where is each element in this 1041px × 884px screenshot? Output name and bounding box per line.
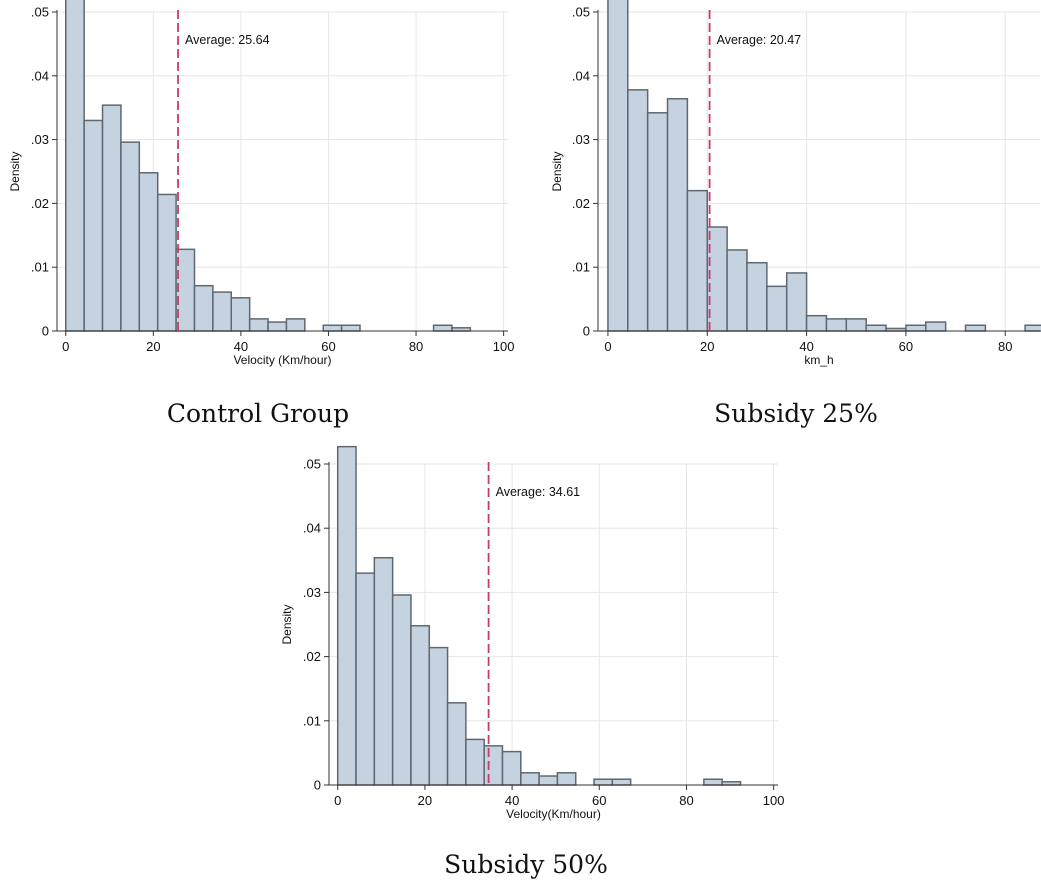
x-tick-label: 40 <box>234 339 248 354</box>
histogram-bar <box>156 193 177 332</box>
x-tick-label: 100 <box>493 339 515 354</box>
histogram-bar <box>825 318 848 332</box>
histogram-bar <box>538 775 559 786</box>
y-tick-label: .04 <box>572 68 590 83</box>
histogram-bar <box>611 778 632 786</box>
histogram-bar <box>193 284 214 332</box>
x-tick-label: 60 <box>321 339 335 354</box>
histogram-bar <box>607 0 629 332</box>
caption-subsidy-50: Subsidy 50% <box>444 850 608 879</box>
x-tick-label: 0 <box>604 339 611 354</box>
x-tick-label: 60 <box>899 339 913 354</box>
y-tick-label: .03 <box>303 585 321 600</box>
histogram-bar <box>1024 324 1041 332</box>
caption-control-group: Control Group <box>167 399 349 428</box>
histogram-bar <box>373 556 394 786</box>
y-tick-label: .03 <box>572 132 590 147</box>
y-tick-label: .02 <box>572 196 590 211</box>
histogram-bar <box>355 572 376 786</box>
histogram-panel-subsidy-25: 0 .01 .02 .03 .04 .05 0 20 40 60 80 km_h Density Aver… <box>550 0 1041 367</box>
histogram-bar <box>446 702 467 786</box>
histogram-bar <box>766 285 788 332</box>
y-axis-label: Density <box>280 604 294 644</box>
y-tick-label: .01 <box>31 260 49 275</box>
y-axis-label: Density <box>550 151 564 191</box>
histogram-bar <box>501 750 522 786</box>
y-axis-label: Density <box>8 151 22 191</box>
x-axis-label: Velocity(Km/hour) <box>506 807 601 821</box>
histogram-bar <box>248 318 269 332</box>
histogram-bar <box>964 324 987 332</box>
histogram-bar <box>65 0 85 332</box>
x-tick-label: 80 <box>409 339 423 354</box>
histogram-bar <box>230 297 251 332</box>
x-tick-label: 20 <box>146 339 160 354</box>
x-tick-label: 80 <box>679 793 693 808</box>
histogram-bar <box>845 318 867 332</box>
histogram-bar <box>432 324 453 332</box>
histogram-bar <box>83 119 104 332</box>
histogram-bar <box>805 314 828 332</box>
histogram-bar <box>726 249 748 332</box>
histogram-bar <box>865 324 887 332</box>
histogram-bar <box>101 104 122 332</box>
histogram-bar <box>120 141 141 332</box>
y-tick-label: 0 <box>314 778 321 793</box>
x-tick-label: 20 <box>418 793 432 808</box>
y-tick-label: .01 <box>303 713 321 728</box>
x-axis-label: km_h <box>804 353 833 367</box>
histogram-bar <box>212 291 233 332</box>
histogram-bar <box>465 738 485 786</box>
x-tick-label: 0 <box>62 339 69 354</box>
x-tick-label: 0 <box>334 793 341 808</box>
y-tick-label: .04 <box>303 521 321 536</box>
histogram-bar <box>520 772 540 786</box>
y-tick-label: .05 <box>572 5 590 20</box>
y-tick-label: .05 <box>31 5 49 20</box>
x-tick-label: 40 <box>505 793 519 808</box>
histogram-bar <box>627 89 649 332</box>
x-tick-label: 100 <box>763 793 785 808</box>
histogram-bar <box>138 172 159 332</box>
y-tick-label: .04 <box>31 68 49 83</box>
x-axis-label: Velocity (Km/hour) <box>233 353 331 367</box>
average-label: Average: 20.47 <box>717 33 802 47</box>
histogram-bar <box>646 112 669 332</box>
histogram-bar <box>666 98 689 332</box>
average-label: Average: 34.61 <box>496 485 581 499</box>
histogram-bar <box>703 778 723 786</box>
histogram-bar <box>785 272 808 332</box>
histogram-bar <box>267 321 288 332</box>
histogram-bar <box>428 646 449 786</box>
caption-subsidy-25: Subsidy 25% <box>714 399 878 428</box>
histogram-bar <box>905 324 927 332</box>
x-tick-label: 60 <box>592 793 606 808</box>
histogram-bar <box>285 318 306 332</box>
x-tick-label: 80 <box>998 339 1012 354</box>
histogram-bar <box>340 324 361 332</box>
y-tick-label: .03 <box>31 132 49 147</box>
y-tick-label: .05 <box>303 457 321 472</box>
histogram-panel-subsidy-50: 0 .01 .02 .03 .04 .05 0 20 40 60 80 100 Velocity(Km/… <box>280 445 785 821</box>
x-tick-label: 40 <box>799 339 813 354</box>
x-tick-label: 20 <box>700 339 714 354</box>
histogram-bar <box>336 445 357 786</box>
histogram-bar <box>746 261 768 332</box>
y-tick-label: .02 <box>303 649 321 664</box>
histogram-bar <box>391 594 412 786</box>
histogram-bar <box>925 321 947 332</box>
histogram-bar <box>483 745 504 786</box>
histogram-bar <box>410 625 431 786</box>
y-tick-label: .01 <box>572 260 590 275</box>
y-tick-label: .02 <box>31 196 49 211</box>
histogram-panel-control-group: 0 .01 .02 .03 .04 .05 0 20 40 60 80 100 Velocity (Km… <box>8 0 514 367</box>
y-tick-label: 0 <box>583 324 590 339</box>
histogram-bar <box>322 324 343 332</box>
histogram-bar <box>556 772 577 786</box>
histogram-bar <box>593 778 614 786</box>
average-label: Average: 25.64 <box>185 33 270 47</box>
histogram-bar <box>686 189 709 332</box>
y-tick-label: 0 <box>42 324 49 339</box>
